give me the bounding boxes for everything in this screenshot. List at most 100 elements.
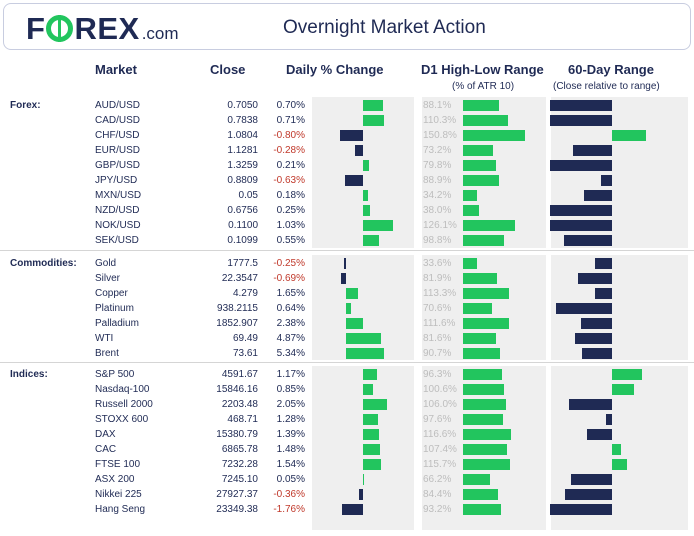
daily-change-bar bbox=[344, 175, 363, 186]
daily-change-value: -0.28% bbox=[273, 145, 305, 156]
table-row[interactable]: DAX 15380.79 1.39% 116.6% bbox=[0, 427, 694, 442]
d1-range-bar bbox=[463, 459, 511, 470]
d1-range-value: 33.6% bbox=[423, 258, 452, 269]
d1-range-bar bbox=[463, 414, 504, 425]
market-name: AUD/USD bbox=[95, 100, 141, 111]
daily-change-bar bbox=[363, 399, 387, 410]
table-row[interactable]: Nikkei 225 27927.37 -0.36% 84.4% bbox=[0, 487, 694, 502]
daily-change-bar bbox=[363, 474, 364, 485]
table-row[interactable]: Platinum 938.2115 0.64% 70.6% bbox=[0, 301, 694, 316]
range60-bar bbox=[564, 489, 612, 500]
table-row[interactable]: Indices: S&P 500 4591.67 1.17% 96.3% bbox=[0, 367, 694, 382]
d1-range-value: 38.0% bbox=[423, 205, 452, 216]
table-row[interactable]: FTSE 100 7232.28 1.54% 115.7% bbox=[0, 457, 694, 472]
daily-change-bar bbox=[363, 384, 373, 395]
range60-bar bbox=[570, 474, 612, 485]
table-row[interactable]: Hang Seng 23349.38 -1.76% 93.2% bbox=[0, 502, 694, 517]
group-label: Commodities: bbox=[10, 258, 77, 269]
table-row[interactable]: Silver 22.3547 -0.69% 81.9% bbox=[0, 271, 694, 286]
daily-change-value: 0.85% bbox=[276, 384, 305, 395]
d1-range-bar bbox=[463, 190, 478, 201]
d1-range-bar bbox=[463, 444, 508, 455]
table-row[interactable]: CHF/USD 1.0804 -0.80% 150.8% bbox=[0, 128, 694, 143]
table-row[interactable]: Forex: AUD/USD 0.7050 0.70% 88.1% bbox=[0, 98, 694, 113]
close-value: 2203.48 bbox=[221, 399, 258, 410]
group-separator bbox=[0, 362, 694, 363]
d1-range-value: 107.4% bbox=[423, 444, 457, 455]
market-name: SEK/USD bbox=[95, 235, 139, 246]
d1-range-bar bbox=[463, 273, 497, 284]
range60-bar bbox=[550, 115, 612, 126]
d1-range-value: 93.2% bbox=[423, 504, 452, 515]
daily-change-value: 0.64% bbox=[276, 303, 305, 314]
table-row[interactable]: Nasdaq-100 15846.16 0.85% 100.6% bbox=[0, 382, 694, 397]
daily-change-bar bbox=[363, 205, 371, 216]
close-value: 1.0804 bbox=[227, 130, 258, 141]
close-value: 23349.38 bbox=[216, 504, 258, 515]
table-row[interactable]: Brent 73.61 5.34% 90.7% bbox=[0, 346, 694, 361]
daily-change-bar bbox=[358, 489, 363, 500]
d1-range-value: 88.1% bbox=[423, 100, 452, 111]
d1-range-value: 34.2% bbox=[423, 190, 452, 201]
table-row[interactable]: Russell 2000 2203.48 2.05% 106.0% bbox=[0, 397, 694, 412]
range60-bar bbox=[556, 303, 612, 314]
d1-range-bar bbox=[463, 220, 515, 231]
table-row[interactable]: CAD/USD 0.7838 0.71% 110.3% bbox=[0, 113, 694, 128]
forex-logo[interactable]: F REX .com bbox=[26, 11, 179, 46]
d1-range-bar bbox=[463, 303, 492, 314]
table-row[interactable]: Palladium 1852.907 2.38% 111.6% bbox=[0, 316, 694, 331]
group-label: Indices: bbox=[10, 369, 48, 380]
table-row[interactable]: GBP/USD 1.3259 0.21% 79.8% bbox=[0, 158, 694, 173]
d1-range-value: 106.0% bbox=[423, 399, 457, 410]
d1-range-value: 73.2% bbox=[423, 145, 452, 156]
market-name: JPY/USD bbox=[95, 175, 138, 186]
close-value: 1.1281 bbox=[227, 145, 258, 156]
daily-change-value: 2.38% bbox=[276, 318, 305, 329]
daily-change-value: 1.54% bbox=[276, 459, 305, 470]
logo-text-rex: REX bbox=[74, 11, 140, 46]
market-name: WTI bbox=[95, 333, 114, 344]
table-row[interactable]: NOK/USD 0.1100 1.03% 126.1% bbox=[0, 218, 694, 233]
table-row[interactable]: WTI 69.49 4.87% 81.6% bbox=[0, 331, 694, 346]
table-row[interactable]: MXN/USD 0.05 0.18% 34.2% bbox=[0, 188, 694, 203]
d1-range-bar bbox=[463, 288, 510, 299]
close-value: 0.8809 bbox=[227, 175, 258, 186]
col-subheader-d1-range: (% of ATR 10) bbox=[452, 81, 515, 92]
daily-change-bar bbox=[363, 369, 377, 380]
daily-change-value: 1.65% bbox=[276, 288, 305, 299]
d1-range-bar bbox=[463, 160, 496, 171]
d1-range-bar bbox=[463, 115, 509, 126]
table-row[interactable]: CAC 6865.78 1.48% 107.4% bbox=[0, 442, 694, 457]
range60-bar bbox=[587, 429, 612, 440]
header-box: F REX .com Overnight Market Action bbox=[3, 3, 691, 50]
table-row[interactable]: NZD/USD 0.6756 0.25% 38.0% bbox=[0, 203, 694, 218]
table-row[interactable]: SEK/USD 0.1099 0.55% 98.8% bbox=[0, 233, 694, 248]
table-row[interactable]: STOXX 600 468.71 1.28% 97.6% bbox=[0, 412, 694, 427]
close-value: 0.6756 bbox=[227, 205, 258, 216]
daily-change-value: -0.25% bbox=[273, 258, 305, 269]
close-value: 1.3259 bbox=[227, 160, 258, 171]
col-header-close: Close bbox=[210, 62, 246, 77]
daily-change-bar bbox=[354, 145, 363, 156]
daily-change-bar bbox=[363, 115, 384, 126]
d1-range-bar bbox=[463, 130, 525, 141]
daily-change-bar bbox=[363, 414, 378, 425]
d1-range-value: 150.8% bbox=[423, 130, 457, 141]
daily-change-value: 5.34% bbox=[276, 348, 305, 359]
daily-change-value: 0.21% bbox=[276, 160, 305, 171]
market-name: Nikkei 225 bbox=[95, 489, 142, 500]
table-row[interactable]: EUR/USD 1.1281 -0.28% 73.2% bbox=[0, 143, 694, 158]
table-row[interactable]: JPY/USD 0.8809 -0.63% 88.9% bbox=[0, 173, 694, 188]
range60-bar bbox=[550, 205, 612, 216]
d1-range-bar bbox=[463, 100, 500, 111]
table-row[interactable]: Copper 4.279 1.65% 113.3% bbox=[0, 286, 694, 301]
d1-range-value: 70.6% bbox=[423, 303, 452, 314]
d1-range-value: 113.3% bbox=[423, 288, 457, 299]
d1-range-bar bbox=[463, 399, 507, 410]
d1-range-value: 98.8% bbox=[423, 235, 452, 246]
daily-change-bar bbox=[346, 288, 358, 299]
table-row[interactable]: Commodities: Gold 1777.5 -0.25% 33.6% bbox=[0, 256, 694, 271]
table-row[interactable]: ASX 200 7245.10 0.05% 66.2% bbox=[0, 472, 694, 487]
range60-bar bbox=[595, 258, 612, 269]
close-value: 15380.79 bbox=[216, 429, 258, 440]
